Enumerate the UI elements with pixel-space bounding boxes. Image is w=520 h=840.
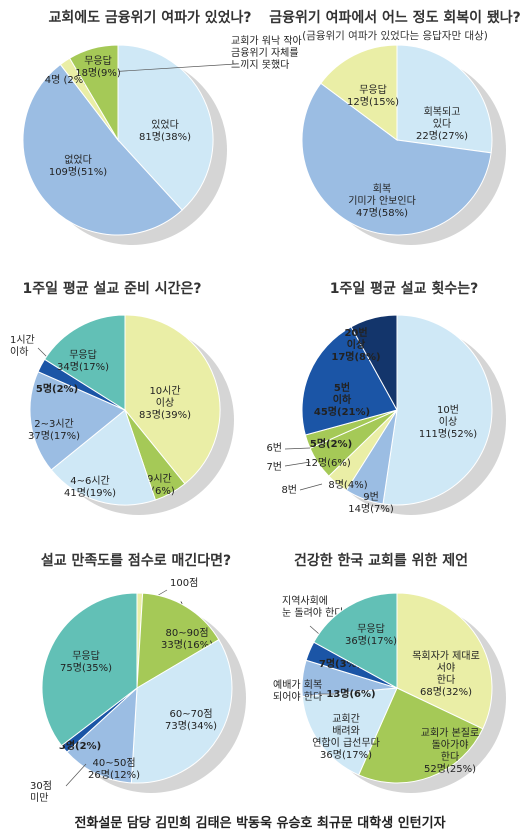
pie-slice <box>350 314 398 411</box>
slice-label: 1시간 이하 <box>10 334 35 358</box>
slice-label: 회복 기미가 안보인다 47명(58%) <box>348 183 416 219</box>
slice-label: 80~90점 33명(16%) <box>161 627 213 651</box>
pie-chart-5: 설교 만족도를 점수로 매긴다면?100점2명(1%)80~90점33명(16%… <box>30 552 246 804</box>
pie-slice <box>41 592 138 747</box>
pie-slice <box>358 687 484 784</box>
pie-slice <box>124 314 221 485</box>
slice-label: 30점 미만 <box>30 780 52 804</box>
pie-slice <box>301 82 492 236</box>
pie-slice <box>396 44 493 154</box>
chart-title: 1주일 평균 설교 준비 시간은? <box>22 280 201 297</box>
leader-line <box>65 763 87 787</box>
slice-label: 6번 <box>266 442 282 454</box>
slice-label: 4~6시간 41명(19%) <box>64 475 116 499</box>
pie-slice <box>22 63 183 236</box>
slice-label: 20번 이상 17명(8%) <box>331 326 380 363</box>
slice-label: 10번 이상 111명(52%) <box>419 404 477 440</box>
pie-chart-4: 1주일 평균 설교 횟수는? 10번 이상 111명(52%) 9번 14명(7%) 8번 8… <box>266 280 506 515</box>
pie-slice <box>66 686 138 784</box>
pie-slice <box>136 592 220 689</box>
slice-label: 60~70점 73명(34%) <box>165 708 217 732</box>
slice-label: 없었다 109명(51%) <box>49 153 107 178</box>
pie-slice <box>117 44 214 211</box>
slice-label: 무응답 36명(17%) <box>345 623 397 647</box>
slice-label: 있었다 81명(38%) <box>139 119 191 143</box>
pie-slice <box>301 326 398 436</box>
slice-label: 40~50점 26명(12%) <box>88 757 140 781</box>
leader-line <box>107 63 237 73</box>
slice-label: 2~3시간 37명(17%) <box>28 418 80 442</box>
pie-slice <box>50 409 157 506</box>
pie-slice <box>320 44 398 141</box>
slice-label: 지역사회에 눈 돌려야 한다 <box>282 595 344 619</box>
pie-slice <box>29 371 126 471</box>
pie-slice <box>130 639 233 784</box>
slice-value: 12명(6%) <box>305 457 351 469</box>
leader-line <box>284 447 311 450</box>
chart-title: 건강한 한국 교회를 위한 제언 <box>294 552 468 569</box>
slice-label: 9번 14명(7%) <box>348 491 394 515</box>
slice-label: 교회간 배려와 연합이 급선무다 36명(17%) <box>312 713 380 761</box>
slice-value: 5명(2%) <box>310 437 352 450</box>
pie-slice <box>313 592 398 689</box>
slice-label: 8번 <box>281 484 297 496</box>
chart-title: 설교 만족도를 점수로 매긴다면? <box>41 552 231 569</box>
slice-value: 3명(2%) <box>59 739 101 752</box>
slice-label: 5번 이하 45명(21%) <box>314 381 370 418</box>
slice-label: 교회가 본질로 돌아가야 한다 52명(25%) <box>421 727 479 775</box>
pie-slice <box>382 314 493 506</box>
slice-label: 100점 <box>170 577 198 589</box>
slice-label: 무응답 12명(15%) <box>347 84 399 108</box>
slice-label: 10시간 이상 83명(39%) <box>139 385 191 421</box>
chart-title: 교회에도 금융위기 여파가 있었나? <box>48 9 251 26</box>
slice-label: 7번 <box>266 461 282 473</box>
pie-slice <box>301 687 398 776</box>
slice-label: 무응답 18명(9%) <box>75 55 121 79</box>
slice-value: 13명(6%) <box>326 687 375 700</box>
chart-title: 금융위기 여파에서 어느 정도 회복이 됐나? <box>269 9 520 26</box>
slice-label: 회복되고 있다 22명(27%) <box>416 106 468 142</box>
footer-credits: 전화설문 담당 김민희 김태은 박동욱 유승호 최규문 대학생 인턴기자 <box>74 816 446 831</box>
pie-chart-2: 금융위기 여파에서 어느 정도 회복이 됐나? (금융위기 여파가 있었다는 응답… <box>269 9 520 245</box>
chart-title: 1주일 평균 설교 횟수는? <box>330 280 478 297</box>
leader-line <box>284 461 311 467</box>
pie-chart-1: 교회에도 금융위기 여파가 있었나? 있었다 81명(38%) 없었다 109명(51%… <box>22 9 302 245</box>
pie-slice <box>396 592 493 730</box>
leader-line <box>299 483 323 491</box>
slice-label: 교회가 워낙 작아 금융위기 자체를 느끼지 못했다 <box>231 34 302 71</box>
slice-label: 무응답 34명(17%) <box>57 349 109 373</box>
slice-label: 무응답 75명(35%) <box>60 650 112 674</box>
slice-label: 목회자가 제대로 서야 한다 68명(32%) <box>412 650 480 698</box>
slice-value: 8명(4%) <box>328 479 367 491</box>
slice-value: 5명(2%) <box>36 382 78 395</box>
slice-value: 4명 (2%) <box>45 74 88 86</box>
slice-label: 예배가 회복 되어야 한다 <box>273 679 322 703</box>
pie-slice <box>69 44 119 142</box>
chart-subtitle: (금융위기 여파가 있었다는 응답자만 대상) <box>302 29 488 42</box>
pie-slice <box>43 314 126 411</box>
pie-chart-3: 1주일 평균 설교 준비 시간은?10시간이상83명(39%)7~9시간12명(… <box>10 280 234 515</box>
